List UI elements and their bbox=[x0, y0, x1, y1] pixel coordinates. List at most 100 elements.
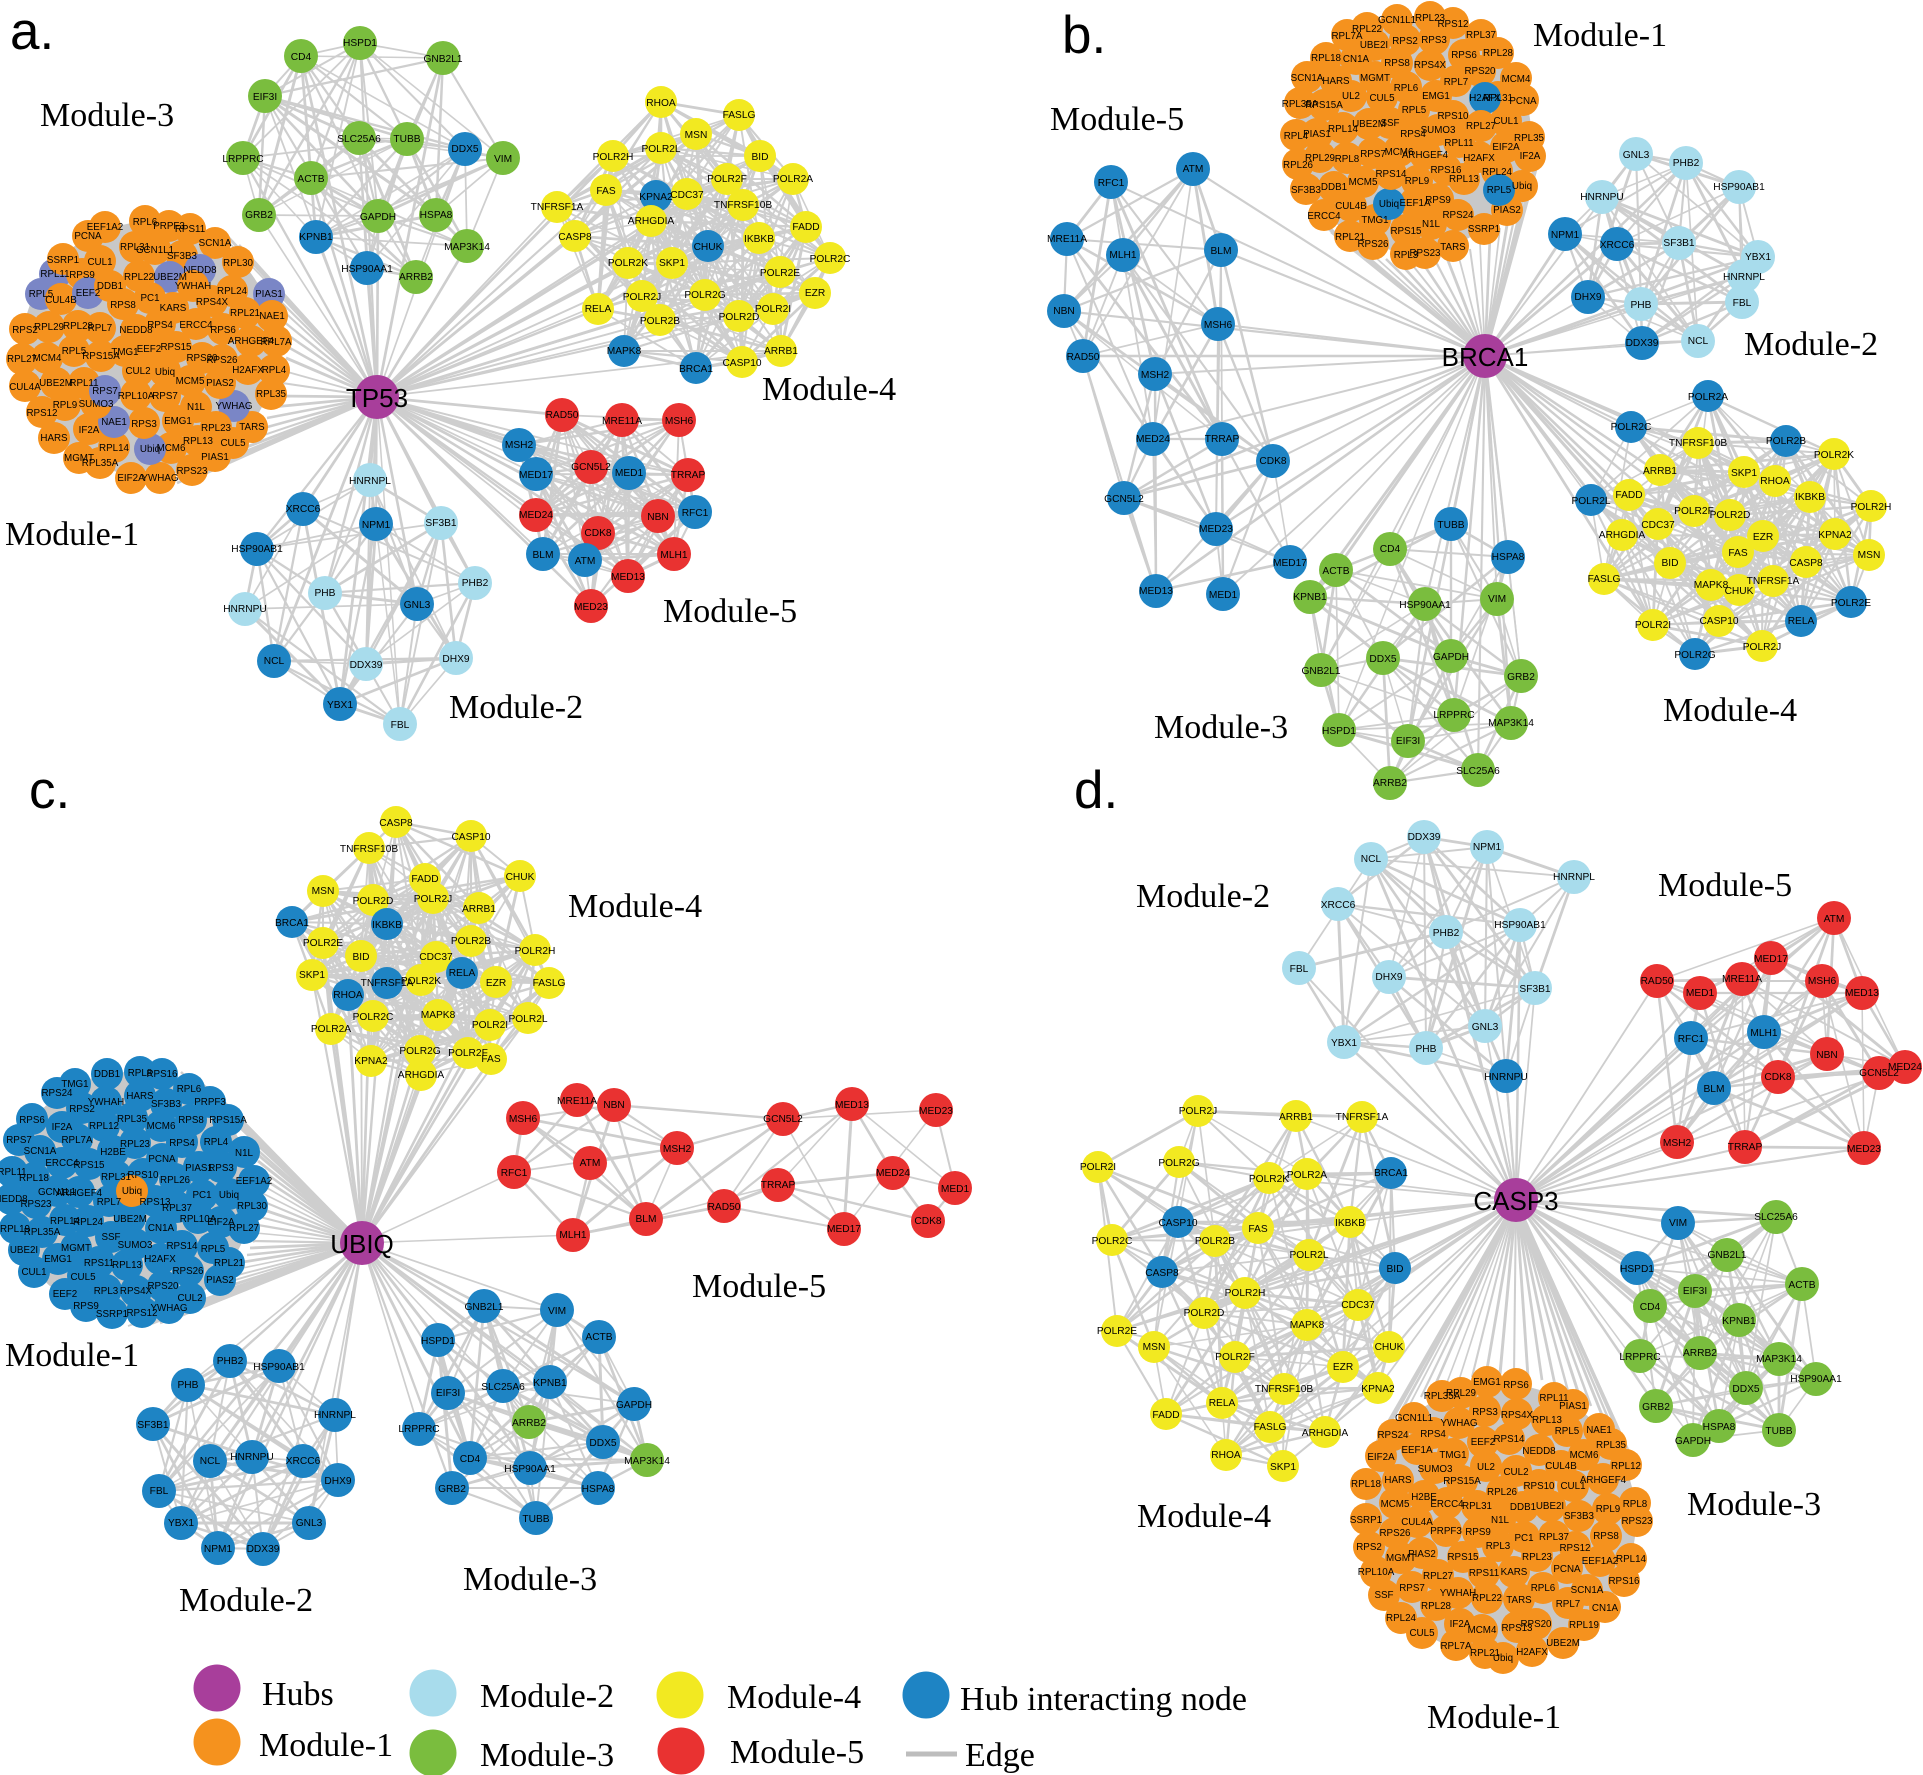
svg-text:HARS: HARS bbox=[1384, 1475, 1412, 1486]
svg-text:POLR2F: POLR2F bbox=[448, 1048, 488, 1059]
svg-text:TNFRSF10B: TNFRSF10B bbox=[340, 844, 399, 855]
svg-text:CASP10: CASP10 bbox=[1699, 616, 1738, 627]
svg-text:RPL29: RPL29 bbox=[1305, 153, 1335, 164]
svg-text:SUMO3: SUMO3 bbox=[118, 1240, 153, 1251]
svg-text:HSPD1: HSPD1 bbox=[421, 1336, 455, 1347]
svg-text:POLR2L: POLR2L bbox=[508, 1014, 547, 1025]
svg-text:RPL24: RPL24 bbox=[73, 1217, 104, 1228]
svg-text:PIAS1: PIAS1 bbox=[1559, 1401, 1587, 1412]
svg-text:SUMO3: SUMO3 bbox=[1421, 125, 1456, 136]
svg-text:SF3B3: SF3B3 bbox=[1564, 1511, 1595, 1522]
svg-text:RPL26: RPL26 bbox=[1283, 160, 1314, 171]
svg-text:SCN1A: SCN1A bbox=[1571, 1585, 1604, 1596]
svg-text:TNFRSF10B: TNFRSF10B bbox=[1255, 1384, 1314, 1395]
svg-text:BRCA1: BRCA1 bbox=[679, 364, 713, 375]
svg-text:UBE2I: UBE2I bbox=[10, 1245, 38, 1256]
svg-text:ACTB: ACTB bbox=[585, 1332, 612, 1343]
svg-text:RPL23: RPL23 bbox=[1522, 1552, 1553, 1563]
svg-text:LRPPRC: LRPPRC bbox=[222, 154, 263, 165]
svg-text:RPS12: RPS12 bbox=[1559, 1543, 1590, 1554]
svg-text:SSF: SSF bbox=[1374, 1590, 1393, 1601]
svg-text:MCM6: MCM6 bbox=[157, 443, 186, 454]
svg-text:RPS4: RPS4 bbox=[169, 1138, 195, 1149]
svg-text:HSPD1: HSPD1 bbox=[343, 38, 377, 49]
svg-text:GNL3: GNL3 bbox=[1472, 1022, 1499, 1033]
svg-text:NCL: NCL bbox=[200, 1456, 221, 1467]
svg-text:POLR2J: POLR2J bbox=[414, 894, 453, 905]
svg-text:DDB1: DDB1 bbox=[1510, 1502, 1536, 1513]
svg-text:RPS10: RPS10 bbox=[1437, 111, 1469, 122]
svg-text:RPS26: RPS26 bbox=[1379, 1528, 1411, 1539]
svg-text:MED23: MED23 bbox=[1199, 524, 1233, 535]
svg-text:RPL11: RPL11 bbox=[40, 269, 69, 280]
svg-text:POLR2D: POLR2D bbox=[1184, 1308, 1225, 1319]
svg-text:Module-2: Module-2 bbox=[1744, 326, 1878, 363]
svg-text:RPS2: RPS2 bbox=[12, 325, 38, 336]
svg-text:MCM4: MCM4 bbox=[1468, 1625, 1497, 1636]
svg-text:RPS15A: RPS15A bbox=[1305, 100, 1343, 111]
svg-text:RPS4X: RPS4X bbox=[120, 1286, 153, 1297]
svg-text:ATM: ATM bbox=[1183, 164, 1204, 175]
svg-text:DDX5: DDX5 bbox=[451, 144, 479, 155]
svg-text:POLR2A: POLR2A bbox=[311, 1024, 351, 1035]
svg-text:NPM1: NPM1 bbox=[204, 1544, 233, 1555]
svg-text:MLH1: MLH1 bbox=[1109, 250, 1137, 261]
svg-text:UBE2M: UBE2M bbox=[153, 272, 187, 283]
svg-text:POLR2A: POLR2A bbox=[1287, 1170, 1327, 1181]
svg-text:RPL30: RPL30 bbox=[237, 1201, 268, 1212]
svg-text:RPL22: RPL22 bbox=[1352, 24, 1382, 35]
svg-text:RPL35: RPL35 bbox=[1596, 1440, 1627, 1451]
svg-text:DDB1: DDB1 bbox=[97, 281, 123, 292]
svg-text:PIAS2: PIAS2 bbox=[1408, 1549, 1436, 1560]
svg-text:CUL1: CUL1 bbox=[21, 1267, 46, 1278]
svg-text:DHX9: DHX9 bbox=[324, 1476, 352, 1487]
svg-text:CDK8: CDK8 bbox=[1259, 456, 1287, 467]
svg-text:EIF3I: EIF3I bbox=[436, 1388, 460, 1399]
svg-text:TNFRSF1A: TNFRSF1A bbox=[361, 978, 414, 989]
svg-text:RPL22: RPL22 bbox=[124, 272, 154, 283]
svg-text:RPL19: RPL19 bbox=[0, 1224, 30, 1235]
svg-text:RFC1: RFC1 bbox=[682, 508, 709, 519]
svg-text:HSP90AB1: HSP90AB1 bbox=[1494, 920, 1546, 931]
svg-text:BLM: BLM bbox=[533, 550, 554, 561]
svg-text:SLC25A6: SLC25A6 bbox=[337, 134, 381, 145]
svg-text:Ubiq: Ubiq bbox=[122, 1186, 142, 1197]
svg-text:NBN: NBN bbox=[1816, 1050, 1838, 1061]
svg-text:ARRB1: ARRB1 bbox=[1279, 1112, 1313, 1123]
svg-text:GCN5L2: GCN5L2 bbox=[1104, 494, 1144, 505]
svg-text:POLR2J: POLR2J bbox=[1743, 642, 1782, 653]
svg-text:POLR2F: POLR2F bbox=[707, 174, 747, 185]
svg-text:MSH2: MSH2 bbox=[663, 1144, 692, 1155]
svg-text:NEDD8: NEDD8 bbox=[0, 1194, 28, 1205]
svg-text:RPL9: RPL9 bbox=[1405, 176, 1430, 187]
svg-text:H2AFX: H2AFX bbox=[1516, 1647, 1548, 1658]
svg-text:MED13: MED13 bbox=[1845, 988, 1879, 999]
svg-text:RPL28: RPL28 bbox=[63, 321, 94, 332]
svg-text:ACTB: ACTB bbox=[297, 174, 324, 185]
svg-text:RPL27: RPL27 bbox=[1423, 1571, 1453, 1582]
svg-text:SKP1: SKP1 bbox=[299, 970, 325, 981]
svg-text:CASP8: CASP8 bbox=[1789, 558, 1823, 569]
svg-text:MED17: MED17 bbox=[1273, 558, 1307, 569]
svg-text:RPL27: RPL27 bbox=[7, 354, 37, 365]
svg-text:RPL13: RPL13 bbox=[1532, 1415, 1563, 1426]
svg-text:RPL7: RPL7 bbox=[1444, 77, 1469, 88]
svg-text:Ubiq: Ubiq bbox=[140, 444, 160, 455]
svg-text:FBL: FBL bbox=[1290, 964, 1309, 975]
svg-text:RPS15: RPS15 bbox=[73, 1160, 105, 1171]
svg-text:SLC25A6: SLC25A6 bbox=[1456, 766, 1500, 777]
svg-text:IKBKB: IKBKB bbox=[744, 234, 774, 245]
svg-text:POLR2F: POLR2F bbox=[1674, 506, 1714, 517]
svg-text:CUL1: CUL1 bbox=[1493, 116, 1518, 127]
svg-text:MLH1: MLH1 bbox=[1750, 1028, 1778, 1039]
svg-text:RPL7A: RPL7A bbox=[1331, 31, 1363, 42]
svg-text:RELA: RELA bbox=[1209, 1398, 1236, 1409]
svg-text:TMG1: TMG1 bbox=[111, 347, 138, 358]
svg-text:RPL31: RPL31 bbox=[1483, 93, 1513, 104]
svg-text:POLR2C: POLR2C bbox=[353, 1012, 394, 1023]
svg-text:SF3B1: SF3B1 bbox=[137, 1420, 168, 1431]
svg-text:POLR2B: POLR2B bbox=[451, 936, 491, 947]
svg-text:RPL4: RPL4 bbox=[204, 1137, 229, 1148]
svg-text:RPS14: RPS14 bbox=[1493, 1434, 1525, 1445]
svg-text:POLR2H: POLR2H bbox=[593, 152, 634, 163]
